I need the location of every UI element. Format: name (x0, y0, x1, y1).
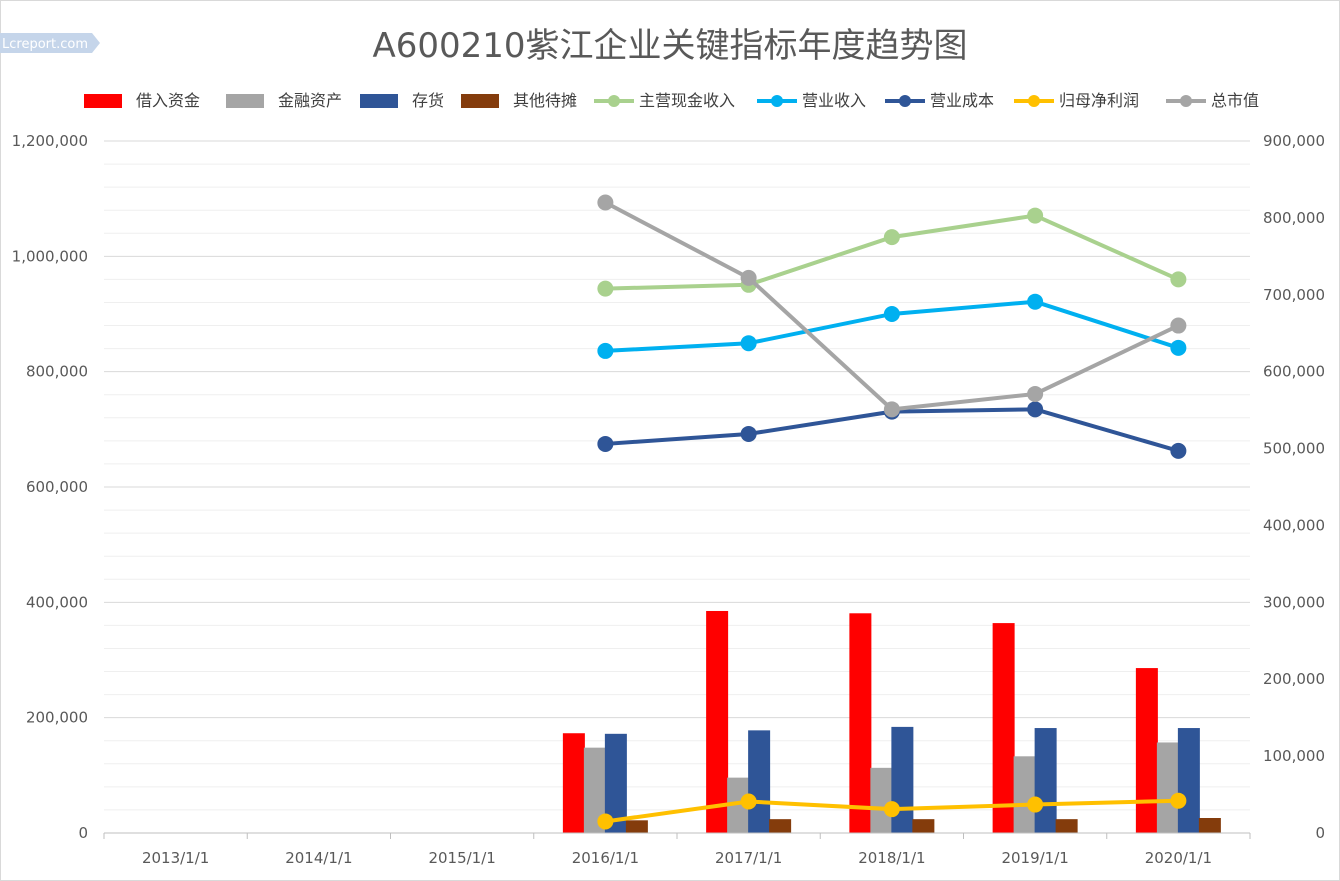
y-right-tick-label: 200,000 (1263, 670, 1325, 688)
legend-swatch-marker-2 (899, 95, 911, 107)
bar-1-3 (583, 747, 606, 833)
line-layer (597, 194, 1187, 830)
bar-0-5 (849, 613, 872, 833)
bar-layer (562, 610, 1221, 833)
watermark-text: Lcreport.com (2, 37, 88, 52)
x-tick-label: 2015/1/1 (428, 849, 495, 867)
series-point-2 (1170, 442, 1187, 459)
legend-label: 总市值 (1211, 91, 1259, 110)
legend-label: 借入资金 (136, 91, 200, 110)
bar-1-7 (1156, 742, 1179, 833)
x-tick-label: 2019/1/1 (1001, 849, 1068, 867)
legend-label: 营业成本 (930, 91, 994, 110)
x-tick-label: 2020/1/1 (1145, 849, 1212, 867)
y-right-tick-label: 800,000 (1263, 209, 1325, 227)
series-point-1 (740, 335, 757, 352)
watermark-tag-shape (0, 33, 100, 53)
watermark-badge: Lcreport.com (0, 33, 100, 53)
legend-swatch-marker-4 (1180, 95, 1192, 107)
x-tick-label: 2017/1/1 (715, 849, 782, 867)
series-point-4 (740, 269, 757, 286)
series-point-1 (883, 306, 900, 322)
bar-2-5 (891, 726, 914, 833)
bar-2-3 (604, 733, 627, 833)
y-left-tick-label: 200,000 (26, 709, 88, 727)
y-right-tick-label: 700,000 (1263, 286, 1325, 304)
y-right-tick-label: 900,000 (1263, 132, 1325, 150)
y-left-tick-label: 1,200,000 (12, 132, 88, 150)
legend-swatch-marker-3 (1028, 95, 1040, 107)
axis-layer: 0 200,000 400,000 600,000 800,000 1,000,000 1,… (12, 132, 1325, 867)
bar-0-3 (562, 733, 585, 833)
bar-2-4 (748, 730, 771, 833)
series-point-4 (1170, 317, 1187, 334)
x-tick-label: 2016/1/1 (572, 849, 639, 867)
y-right-tick-label: 300,000 (1263, 593, 1325, 611)
legend-label: 金融资产 (278, 91, 342, 110)
legend-label: 存货 (412, 91, 444, 110)
series-point-0 (1170, 271, 1187, 288)
y-right-tick-label: 400,000 (1263, 516, 1325, 534)
series-point-4 (883, 401, 900, 418)
series-point-4 (1027, 385, 1044, 402)
series-point-3 (740, 793, 757, 810)
series-point-1 (597, 342, 614, 359)
bar-3-3 (625, 820, 648, 833)
y-right-tick-label: 100,000 (1263, 747, 1325, 765)
y-right-tick-label: 0 (1315, 824, 1325, 842)
y-right-tick-label: 500,000 (1263, 440, 1325, 458)
bar-2-6 (1034, 728, 1057, 833)
y-left-tick-label: 600,000 (26, 478, 88, 496)
bar-1-5 (870, 767, 893, 833)
grid-layer (104, 140, 1250, 834)
bar-3-5 (912, 819, 935, 833)
bar-3-4 (769, 819, 792, 833)
x-tick-label: 2018/1/1 (858, 849, 925, 867)
x-tick-label: 2013/1/1 (142, 849, 209, 867)
bar-2-7 (1177, 728, 1200, 833)
bar-0-4 (706, 610, 729, 833)
series-point-2 (1027, 401, 1044, 418)
series-point-3 (1170, 792, 1187, 809)
series-point-2 (740, 425, 757, 442)
y-left-tick-label: 1,000,000 (12, 247, 88, 265)
legend-swatch-bar-2 (360, 94, 398, 108)
y-left-tick-label: 800,000 (26, 363, 88, 381)
bar-3-7 (1198, 818, 1221, 833)
y-left-tick-label: 0 (78, 824, 88, 842)
series-point-3 (883, 801, 900, 818)
series-point-0 (1027, 207, 1044, 224)
legend-label: 主营现金收入 (639, 91, 735, 110)
legend: 借入资金 金融资产 存货 其他待摊 主营现金收入 营业收入 营业成本 归母净利润 总市值 (84, 91, 1259, 110)
series-point-4 (597, 194, 614, 211)
bar-0-7 (1135, 668, 1158, 833)
series-point-3 (597, 813, 614, 830)
y-right-tick-label: 600,000 (1263, 363, 1325, 381)
legend-swatch-marker-0 (608, 95, 620, 107)
y-left-tick-label: 400,000 (26, 593, 88, 611)
series-point-1 (1027, 293, 1044, 310)
series-point-0 (883, 229, 900, 246)
legend-swatch-marker-1 (771, 95, 783, 107)
series-point-1 (1170, 339, 1187, 356)
legend-swatch-bar-3 (461, 94, 499, 108)
legend-swatch-bar-0 (84, 94, 122, 108)
chart-title: A600210紫江企业关键指标年度趋势图 (372, 26, 967, 66)
x-tick-label: 2014/1/1 (285, 849, 352, 867)
legend-label: 营业收入 (802, 91, 866, 110)
series-point-2 (597, 435, 614, 452)
bar-1-6 (1013, 756, 1036, 833)
bar-0-6 (992, 623, 1015, 833)
legend-swatch-bar-1 (226, 94, 264, 108)
legend-label: 其他待摊 (513, 91, 577, 110)
series-point-0 (597, 280, 614, 297)
legend-label: 归母净利润 (1059, 91, 1139, 110)
bar-1-4 (727, 777, 750, 833)
bar-3-6 (1055, 819, 1078, 833)
series-point-3 (1027, 796, 1044, 813)
